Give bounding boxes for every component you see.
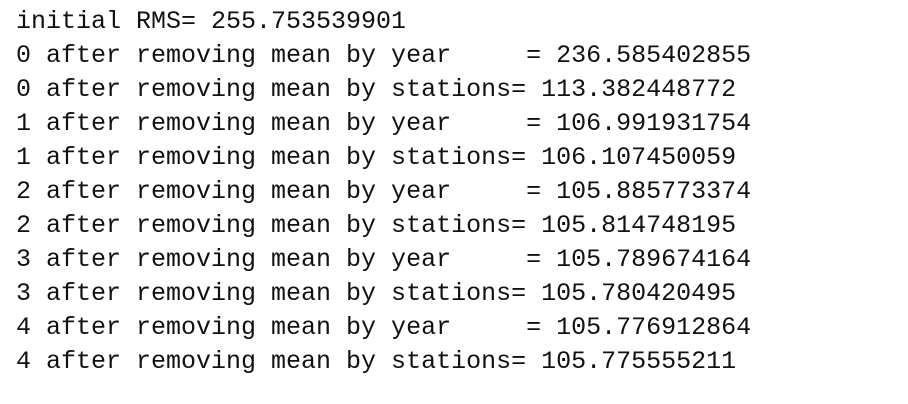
terminal-output: initial RMS= 255.753539901 0 after remov… [16, 5, 896, 397]
output-line: 2 after removing mean by stations= 105.8… [16, 211, 737, 240]
output-line: 3 after removing mean by stations= 105.7… [16, 279, 737, 308]
output-line: 2 after removing mean by year = 105.8857… [16, 177, 752, 206]
output-line: 4 after removing mean by stations= 105.7… [16, 347, 737, 376]
output-line: 1 after removing mean by year = 106.9919… [16, 109, 752, 138]
output-line: 0 after removing mean by stations= 113.3… [16, 75, 737, 104]
output-line: 1 after removing mean by stations= 106.1… [16, 143, 737, 172]
output-line: 3 after removing mean by year = 105.7896… [16, 245, 752, 274]
output-line-initial-rms: initial RMS= 255.753539901 [16, 7, 407, 36]
output-line: 4 after removing mean by year = 105.7769… [16, 313, 752, 342]
output-line: 0 after removing mean by year = 236.5854… [16, 41, 752, 70]
